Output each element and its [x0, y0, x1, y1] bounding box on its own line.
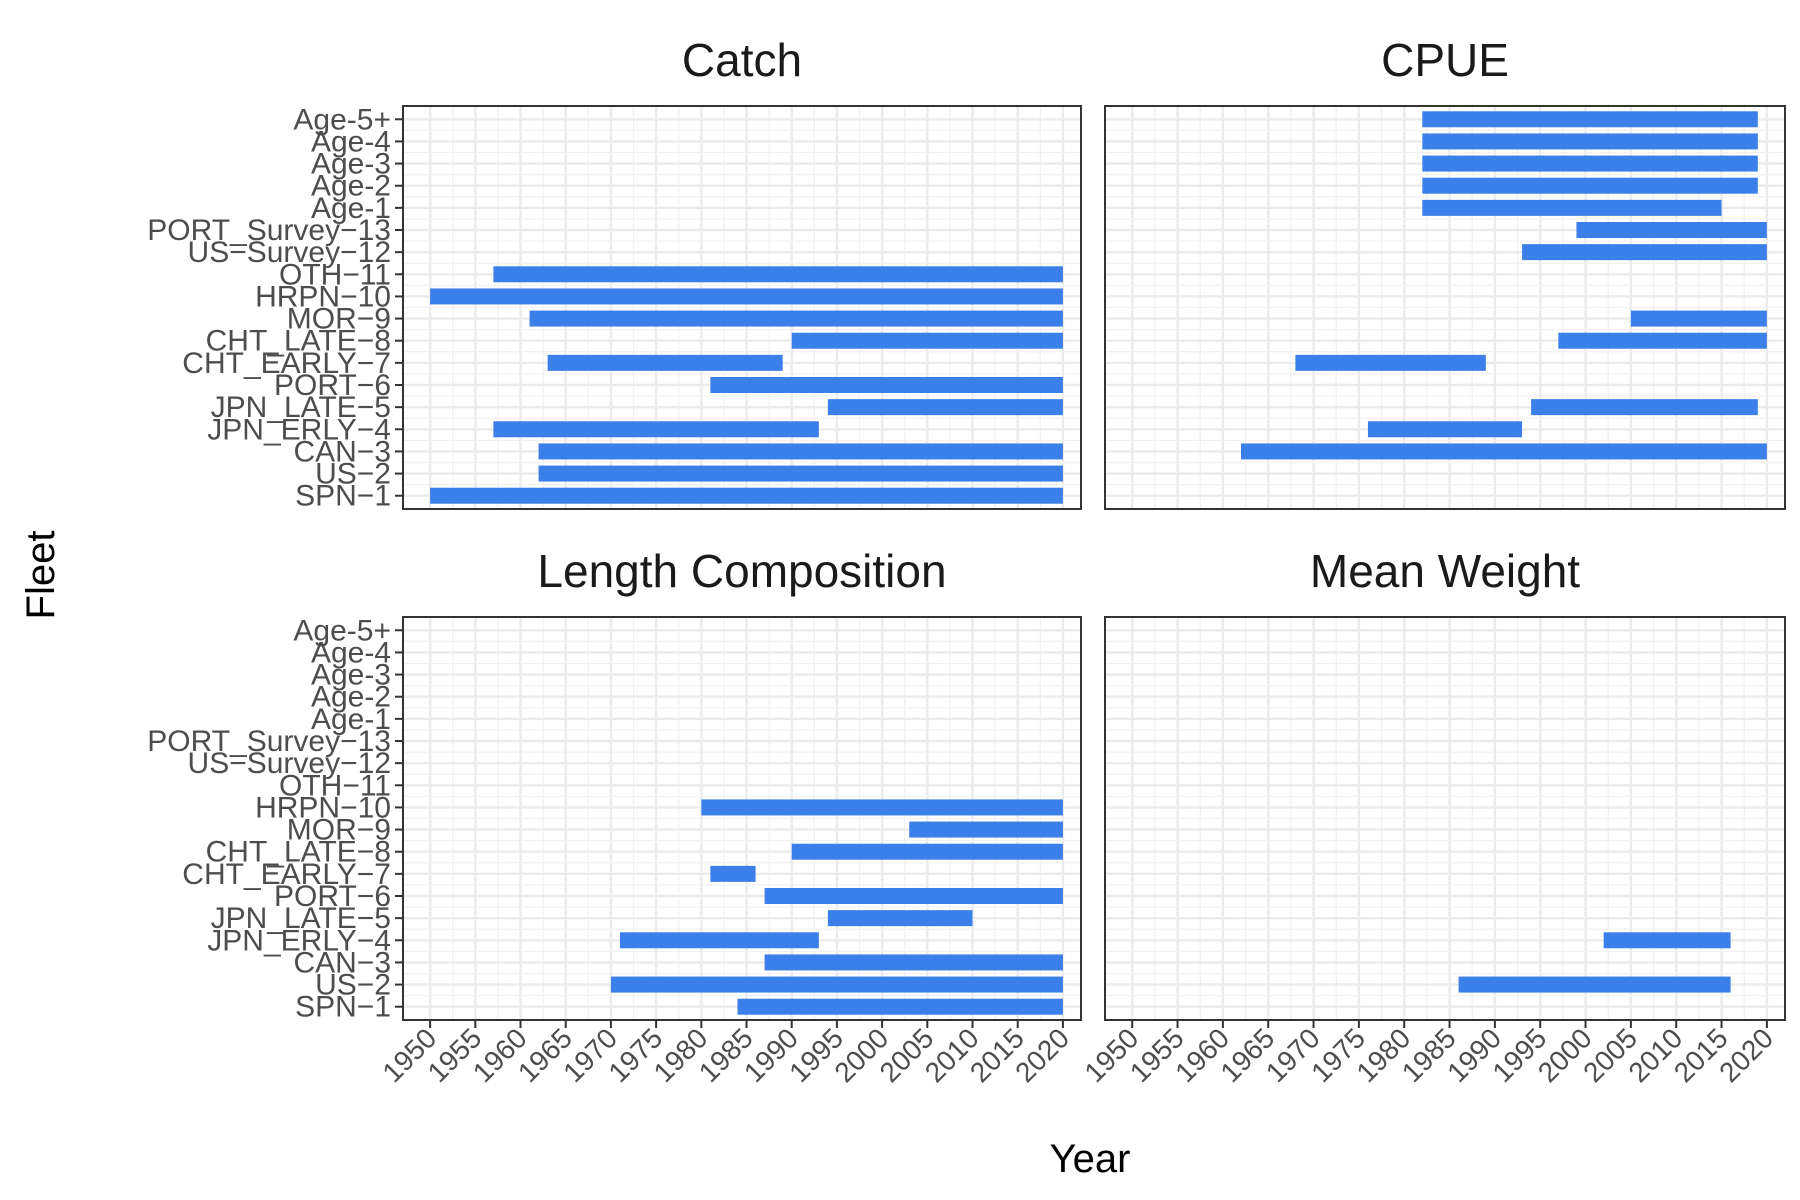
- x-axis-label: Year: [1050, 1137, 1131, 1181]
- y-tick-label: Age-3: [311, 659, 391, 692]
- range-bar-jpn-erly-4: [493, 421, 819, 438]
- y-tick-label: Age-4: [311, 125, 391, 158]
- y-tick-label: OTH−11: [279, 769, 391, 802]
- range-bar-us-2: [610, 976, 1063, 993]
- range-bar-cht-early-7: [547, 354, 783, 371]
- y-tick-label: CHT_LATE−8: [206, 836, 391, 869]
- range-bar-can-3: [1241, 443, 1767, 460]
- range-bar-oth-11: [493, 266, 1063, 283]
- y-tick-label: CAN−3: [293, 946, 391, 979]
- panel-border: [1104, 616, 1786, 1021]
- y-tick-label: PORT−6: [274, 880, 391, 913]
- panel-border: [402, 616, 1082, 1021]
- panel-title: Mean Weight: [1310, 545, 1580, 597]
- y-tick-label: JPN_LATE−5: [211, 391, 391, 424]
- y-tick-label: PORT_Survey−13: [147, 725, 391, 758]
- y-tick-label: SPN−1: [295, 991, 391, 1024]
- y-tick-label: MOR−9: [287, 303, 391, 336]
- facet-catch: CatchSPN−1US−2CAN−3JPN_ERLY−4JPN_LATE−5P…: [147, 34, 1082, 513]
- y-tick-label: US−Survey−12: [188, 747, 391, 780]
- y-tick-label: CHT_LATE−8: [206, 325, 391, 358]
- y-tick-label: JPN_ERLY−4: [207, 413, 391, 446]
- y-tick-label: Age-5+: [293, 103, 391, 136]
- y-tick-label: CAN−3: [293, 435, 391, 468]
- y-tick-label: PORT_Survey−13: [147, 214, 391, 247]
- range-bar-mor-9: [1630, 310, 1767, 327]
- range-bar-cht-late-8: [1558, 332, 1767, 349]
- range-bar-age-2: [1422, 177, 1758, 194]
- range-bar-jpn-erly-4: [1367, 421, 1523, 438]
- x-tick-label: 2020: [1009, 1022, 1075, 1088]
- range-bar-hrpn-10: [430, 288, 1063, 305]
- y-tick-label: HRPN−10: [255, 791, 391, 824]
- y-tick-label: OTH−11: [279, 258, 391, 291]
- facet-cpue: CPUE: [1104, 34, 1786, 510]
- range-bar-us-2: [1458, 976, 1731, 993]
- range-bar-port-6: [764, 888, 1063, 904]
- range-bar-age-1: [1422, 199, 1722, 216]
- range-bar-us-2: [538, 465, 1063, 482]
- range-bar-cht-late-8: [791, 332, 1063, 349]
- y-tick-label: Age-1: [311, 703, 391, 736]
- y-tick-label: CHT_EARLY−7: [182, 347, 391, 380]
- y-tick-label: JPN_ERLY−4: [207, 924, 391, 957]
- y-tick-label: MOR−9: [287, 814, 391, 847]
- range-bar-hrpn-10: [701, 799, 1063, 816]
- y-tick-label: Age-5+: [293, 614, 391, 647]
- range-bar-mor-9: [909, 821, 1063, 838]
- y-tick-label: US−Survey−12: [188, 236, 391, 269]
- y-tick-label: Age-2: [311, 681, 391, 714]
- range-bar-can-3: [764, 954, 1063, 971]
- range-bar-age-5: [1422, 111, 1758, 128]
- range-bar-jpn-erly-4: [1603, 932, 1731, 949]
- range-bar-age-3: [1422, 155, 1758, 172]
- range-bar-spn-1: [430, 487, 1063, 504]
- facet-length-composition: Length Composition SPN−1US−2CAN−3JPN_ERLY…: [147, 545, 1082, 1088]
- y-tick-label: US−2: [315, 969, 391, 1002]
- y-tick-label: JPN_LATE−5: [211, 902, 391, 935]
- range-bar-jpn-late-5: [1531, 399, 1758, 416]
- y-tick-label: Age-3: [311, 148, 391, 181]
- y-tick-label: Age-1: [311, 192, 391, 225]
- range-bar-jpn-late-5: [827, 910, 973, 927]
- panel-border: [1104, 105, 1786, 510]
- range-bar-spn-1: [737, 998, 1063, 1015]
- panel-border: [402, 105, 1082, 510]
- range-bar-age-4: [1422, 133, 1758, 150]
- facet-mean-weight: Mean Weight19501955196019651970197519801…: [1078, 545, 1786, 1088]
- y-tick-label: PORT−6: [274, 369, 391, 402]
- y-tick-label: US−2: [315, 458, 391, 491]
- panel-title: CPUE: [1381, 34, 1509, 86]
- range-bar-mor-9: [529, 310, 1063, 327]
- y-tick-label: Age-2: [311, 170, 391, 203]
- y-axis-label: Fleet: [19, 531, 63, 620]
- facets-group: CatchSPN−1US−2CAN−3JPN_ERLY−4JPN_LATE−5P…: [147, 34, 1786, 1088]
- range-bar-jpn-late-5: [827, 399, 1063, 416]
- range-bar-us-survey-12: [1522, 244, 1767, 261]
- y-tick-label: SPN−1: [295, 480, 391, 513]
- range-bar-port-6: [710, 377, 1063, 393]
- range-bar-cht-early-7: [710, 865, 756, 882]
- panel-title: Length Composition: [537, 545, 946, 597]
- y-tick-label: Age-4: [311, 636, 391, 669]
- range-bar-cht-late-8: [791, 843, 1063, 860]
- y-tick-label: CHT_EARLY−7: [182, 858, 391, 891]
- range-bar-can-3: [538, 443, 1063, 460]
- range-bar-port-survey-13: [1576, 222, 1767, 238]
- panel-title: Catch: [682, 34, 802, 86]
- y-tick-label: HRPN−10: [255, 280, 391, 313]
- range-bar-jpn-erly-4: [619, 932, 819, 949]
- range-bar-cht-early-7: [1295, 354, 1486, 371]
- x-tick-label: 2020: [1713, 1022, 1779, 1088]
